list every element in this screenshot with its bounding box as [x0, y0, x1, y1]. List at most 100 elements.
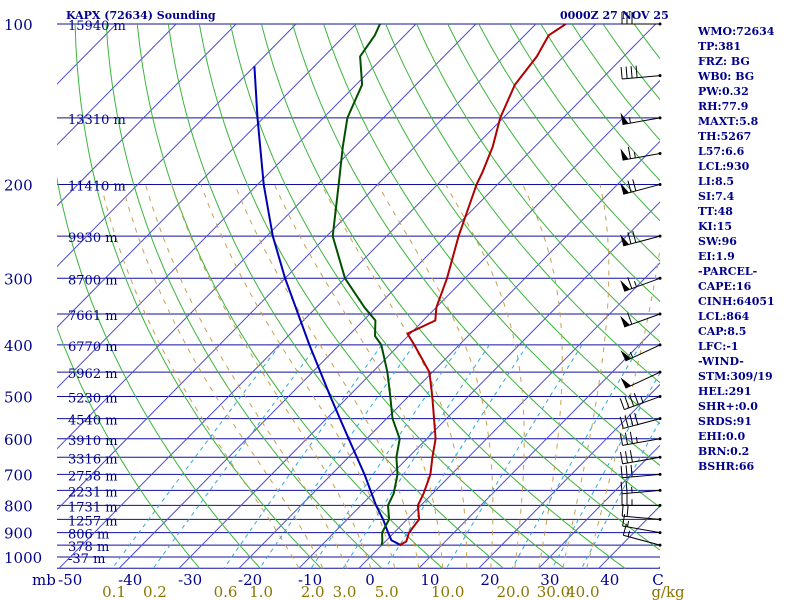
index-item: SI:7.4: [698, 190, 735, 203]
isotherm-line: [57, 24, 417, 389]
index-item: BRN:0.2: [698, 445, 750, 458]
moist-adiabat: [200, 184, 396, 569]
index-item: EI:1.9: [698, 250, 735, 263]
isotherm-line: [57, 24, 477, 450]
index-item: SRDS:91: [698, 415, 752, 428]
wind-barb: [620, 343, 662, 362]
mixing-ratio-tick-label: 30.0: [537, 583, 570, 600]
pressure-tick-label: 600: [4, 431, 33, 449]
isotherm-line: [58, 24, 597, 569]
wind-barb-shaft: [623, 183, 661, 195]
wind-barb-flag: [619, 416, 624, 429]
wind-barb-half-flag: [633, 151, 636, 158]
moist-adiabat: [273, 184, 444, 569]
wind-barb-shaft: [625, 371, 661, 389]
parcel-trace: [253, 66, 402, 547]
mixing-ratio-line: [551, 372, 660, 569]
wind-barb-pennant: [620, 182, 630, 195]
sounding-profiles: [253, 24, 567, 547]
wind-barb-flag: [627, 277, 633, 289]
wind-barb-pennant: [620, 350, 631, 361]
pressure-tick-label: 1000: [4, 549, 42, 567]
wind-barb: [620, 312, 662, 328]
pressure-tick-label: 200: [4, 176, 33, 194]
isotherm-line: [478, 383, 660, 569]
pressure-tick-label: 700: [4, 466, 33, 484]
wind-barb: [620, 146, 662, 161]
background-lines: [57, 24, 660, 569]
wind-barb-flag: [624, 415, 629, 428]
index-item: BSHR:66: [698, 460, 755, 473]
height-label: 9930 m: [68, 231, 118, 246]
height-label: 6770 m: [68, 340, 118, 355]
temperature-trace: [398, 24, 567, 547]
wind-barb-flag: [630, 66, 633, 79]
moist-adiabat: [145, 184, 348, 569]
mixing-ratio-axis-unit: g/kg: [651, 583, 685, 600]
wind-barb-shaft: [622, 473, 661, 479]
index-item: SW:96: [698, 235, 737, 248]
moist-adiabat: [445, 184, 525, 569]
index-item: LI:8.5: [698, 175, 735, 188]
dry-adiabat: [260, 24, 660, 551]
wind-barb: [620, 276, 662, 292]
wind-barb: [622, 514, 662, 535]
moist-adiabat: [377, 184, 494, 569]
index-item: MAXT:5.8: [698, 115, 759, 128]
wind-barb-half-flag: [627, 530, 631, 537]
index-item: TT:48: [698, 205, 733, 218]
mixing-ratio-tick-label: 1.0: [249, 583, 273, 600]
wind-barb: [620, 112, 662, 125]
dry-adiabat: [292, 24, 660, 508]
dry-adiabat: [57, 176, 261, 569]
dry-adiabat: [478, 24, 660, 262]
wind-barb-shaft: [622, 515, 661, 520]
height-label: 378 m: [68, 540, 109, 555]
wind-barb-flag: [629, 414, 634, 426]
height-label: -37 m: [68, 552, 105, 567]
temperature-tick-label: -10: [298, 571, 322, 589]
wind-barb-shaft: [624, 313, 661, 328]
height-label: 4540 m: [68, 414, 118, 429]
index-item: CAP:8.5: [698, 325, 747, 338]
wind-barb-flag: [632, 230, 637, 243]
wind-barb-pennant: [620, 280, 630, 292]
dry-adiabat: [167, 24, 504, 569]
isotherm-line: [358, 262, 660, 569]
wind-barb-flag: [625, 481, 628, 494]
wind-barb: [622, 523, 662, 547]
height-label: 1731 m: [68, 500, 118, 515]
temperature-tick-label: -40: [118, 571, 142, 589]
wind-barb-shaft: [622, 438, 661, 446]
wind-barb-shaft: [623, 235, 661, 247]
pressure-tick-label: 400: [4, 337, 33, 355]
height-label: 1257 m: [68, 514, 118, 529]
wind-barb-flag: [625, 66, 628, 79]
wind-barb-flag: [620, 465, 623, 478]
dewpoint-trace: [331, 24, 401, 546]
isotherm-line: [178, 79, 660, 569]
temperature-tick-label: 40: [600, 571, 619, 589]
wind-barb-flag: [620, 66, 623, 80]
mixing-ratio-tick-label: 3.0: [333, 583, 357, 600]
mixing-ratio-tick-label: 10.0: [431, 583, 464, 600]
index-item: LFC:-1: [698, 340, 739, 353]
dry-adiabat: [323, 24, 660, 467]
index-item: RH:77.9: [698, 100, 749, 113]
pressure-tick-label: 800: [4, 497, 33, 515]
isotherm-line: [57, 24, 537, 511]
wind-barb: [620, 481, 662, 495]
indices-list: WMO:72634 TP:381 FRZ: BG WB0: BG PW:0.32 RH:7…: [698, 24, 775, 474]
mixing-ratio-line: [259, 344, 415, 569]
wind-barb-shaft: [623, 418, 661, 429]
wind-barb-flag: [626, 504, 629, 517]
index-item: STM:309/19: [698, 370, 773, 383]
wind-barb-shaft: [622, 153, 661, 161]
mixing-ratio-line: [111, 344, 281, 569]
mixing-ratio-tick-label: 5.0: [375, 583, 399, 600]
moist-adiabat: [586, 244, 660, 569]
index-item: SHR+:0.0: [698, 400, 758, 413]
dry-adiabat: [57, 326, 200, 569]
wind-barb-flag: [629, 450, 633, 463]
